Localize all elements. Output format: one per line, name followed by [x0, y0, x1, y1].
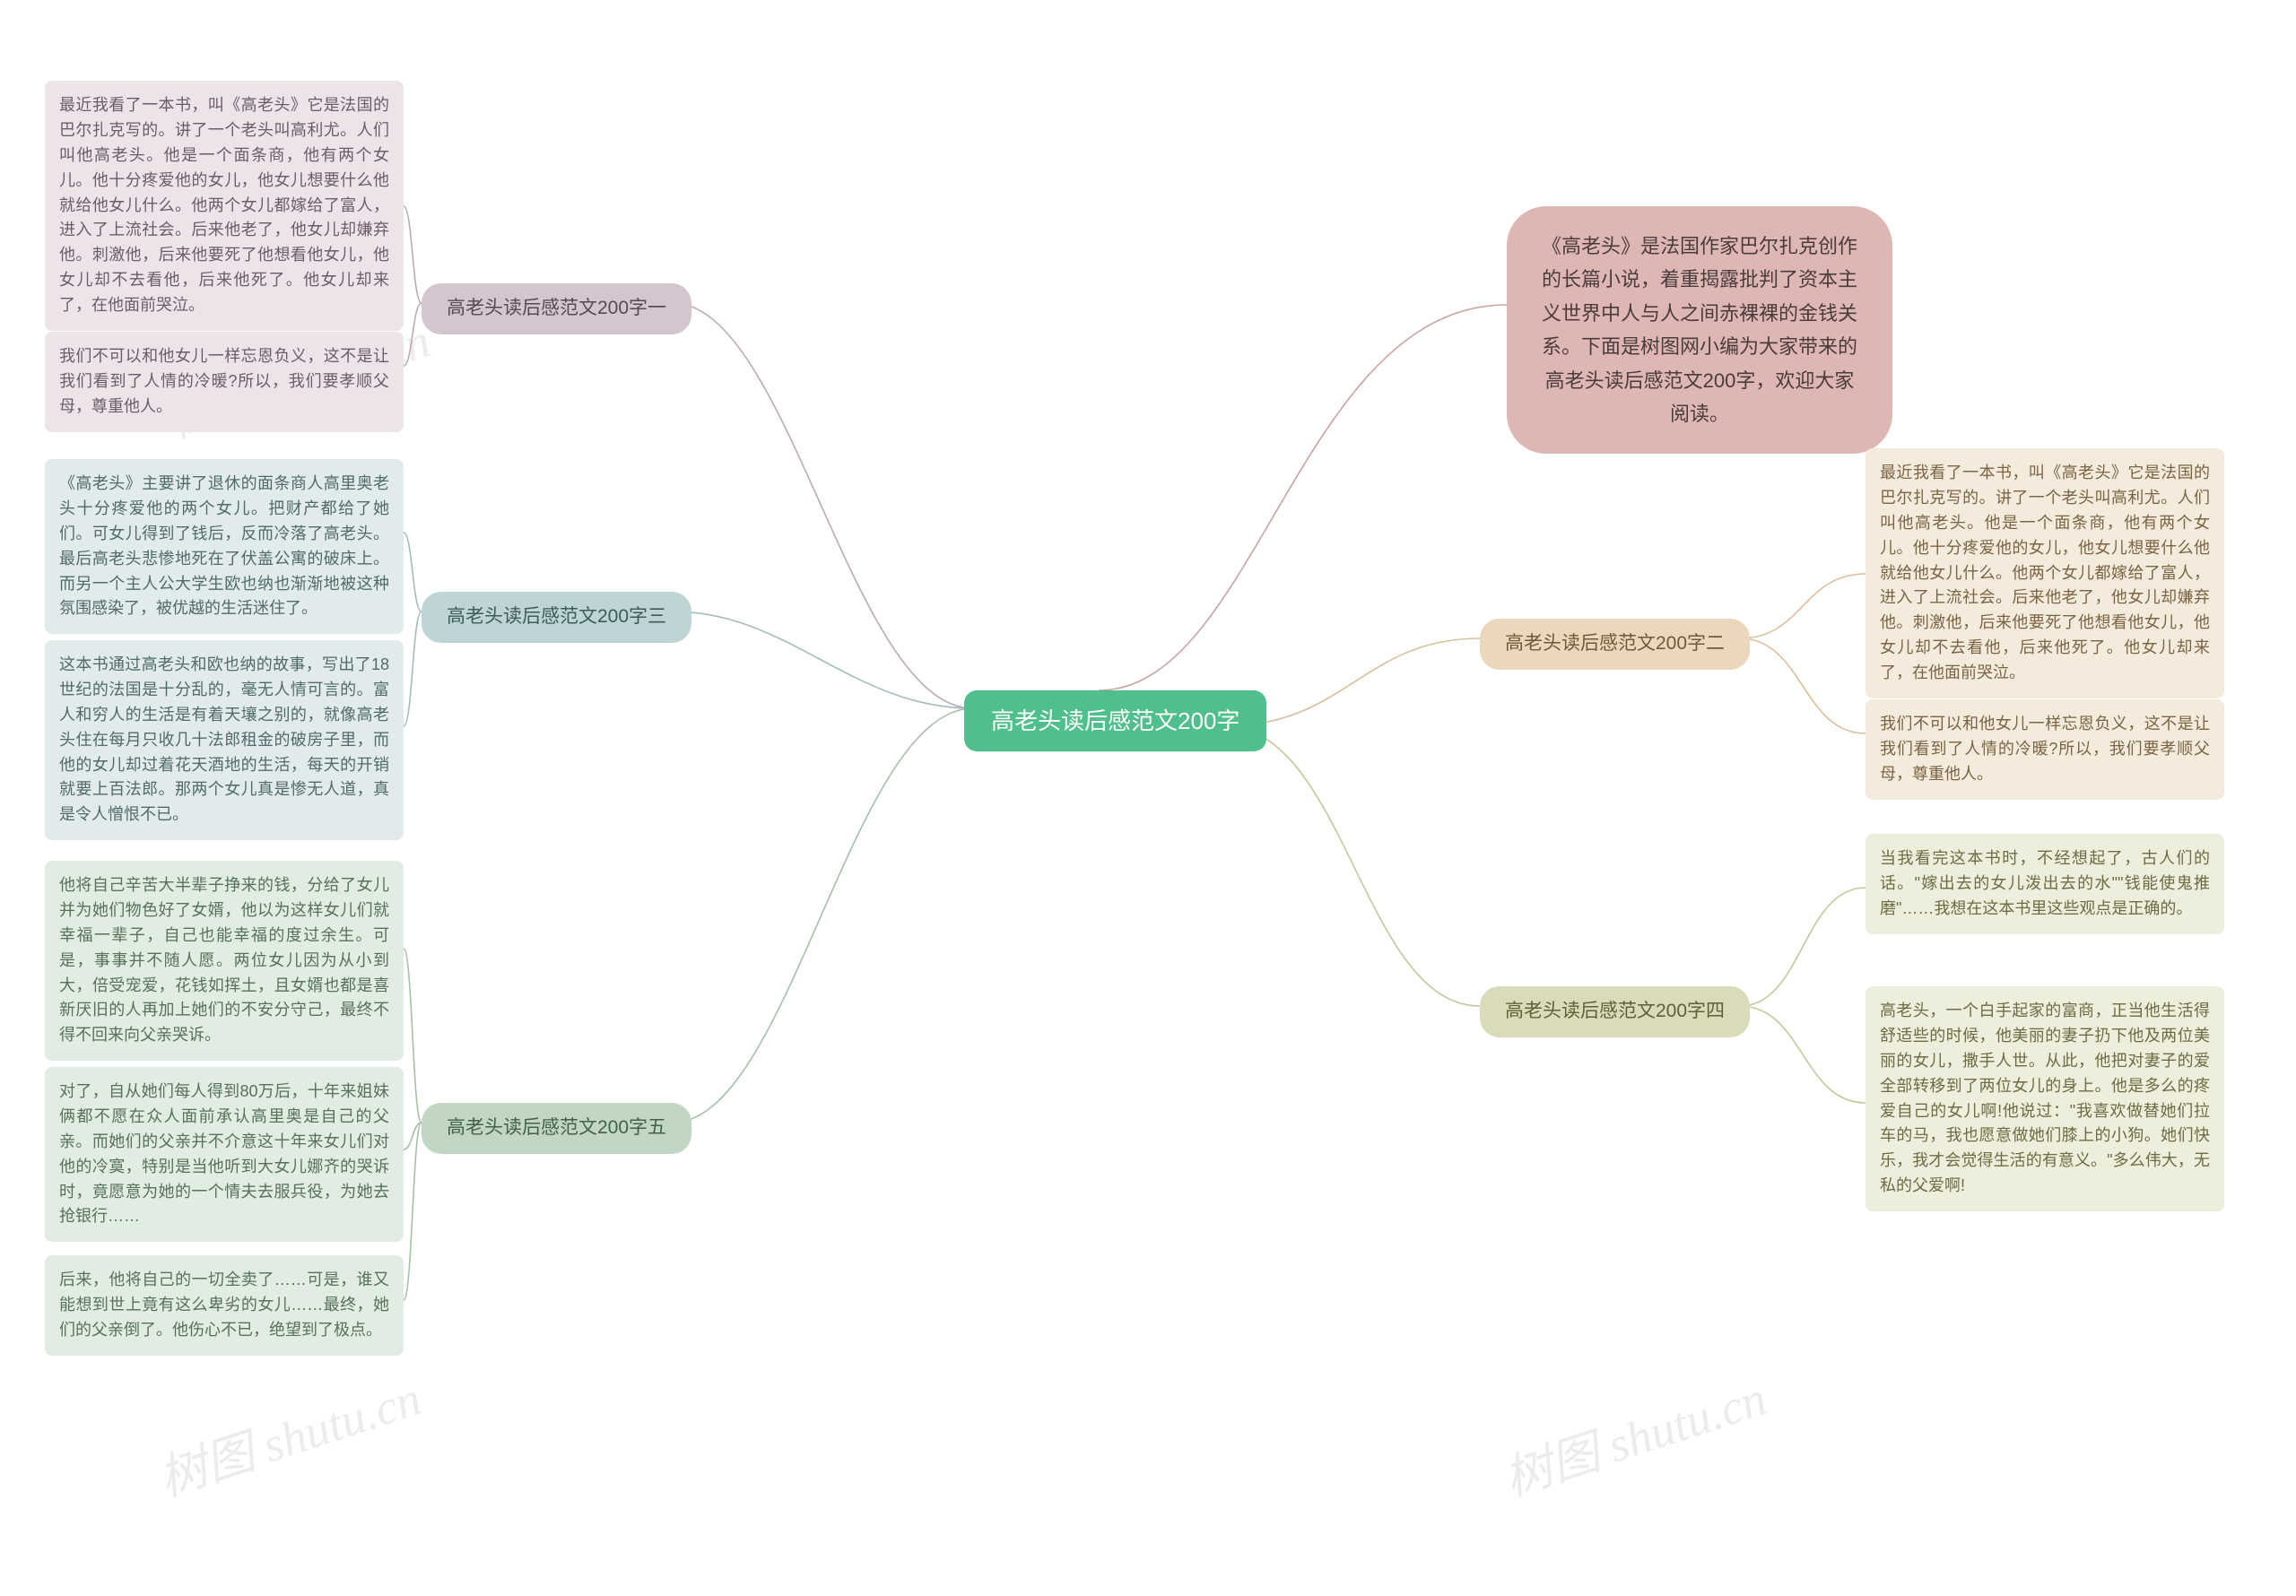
branch-1-leaf-1[interactable]: 最近我看了一本书，叫《高老头》它是法国的巴尔扎克写的。讲了一个老头叫高利尤。人们… [45, 81, 404, 331]
intro-node[interactable]: 《高老头》是法国作家巴尔扎克创作的长篇小说，着重揭露批判了资本主义世界中人与人之… [1507, 206, 1892, 454]
branch-5-leaf-2[interactable]: 对了，自从她们每人得到80万后，十年来姐妹俩都不愿在众人面前承认高里奥是自己的父… [45, 1067, 404, 1242]
watermark: 树图 shutu.cn [1493, 1358, 1774, 1510]
branch-3[interactable]: 高老头读后感范文200字三 [422, 592, 691, 643]
branch-4-leaf-2[interactable]: 高老头，一个白手起家的富商，正当他生活得舒适些的时候，他美丽的妻子扔下他及两位美… [1866, 986, 2224, 1211]
branch-5-leaf-3[interactable]: 后来，他将自己的一切全卖了……可是，谁又能想到世上竟有这么卑劣的女儿……最终，她… [45, 1255, 404, 1356]
center-node[interactable]: 高老头读后感范文200字 [964, 690, 1266, 751]
branch-4-leaf-1[interactable]: 当我看完这本书时，不经想起了，古人们的话。"嫁出去的女儿泼出去的水""钱能使鬼推… [1866, 834, 2224, 934]
branch-2-leaf-1[interactable]: 最近我看了一本书，叫《高老头》它是法国的巴尔扎克写的。讲了一个老头叫高利尤。人们… [1866, 448, 2224, 698]
watermark: 树图 shutu.cn [148, 1358, 429, 1510]
branch-4[interactable]: 高老头读后感范文200字四 [1480, 986, 1750, 1037]
branch-2[interactable]: 高老头读后感范文200字二 [1480, 619, 1750, 670]
branch-1[interactable]: 高老头读后感范文200字一 [422, 283, 691, 334]
branch-3-leaf-1[interactable]: 《高老头》主要讲了退休的面条商人高里奥老头十分疼爱他的两个女儿。把财产都给了她们… [45, 459, 404, 634]
branch-5-leaf-1[interactable]: 他将自己辛苦大半辈子挣来的钱，分给了女儿并为她们物色好了女婿，他以为这样女儿们就… [45, 861, 404, 1061]
branch-3-leaf-2[interactable]: 这本书通过高老头和欧也纳的故事，写出了18世纪的法国是十分乱的，毫无人情可言的。… [45, 640, 404, 840]
branch-2-leaf-2[interactable]: 我们不可以和他女儿一样忘恩负义，这不是让我们看到了人情的冷暖?所以，我们要孝顺父… [1866, 699, 2224, 800]
branch-1-leaf-2[interactable]: 我们不可以和他女儿一样忘恩负义，这不是让我们看到了人情的冷暖?所以，我们要孝顺父… [45, 332, 404, 432]
branch-5[interactable]: 高老头读后感范文200字五 [422, 1103, 691, 1154]
